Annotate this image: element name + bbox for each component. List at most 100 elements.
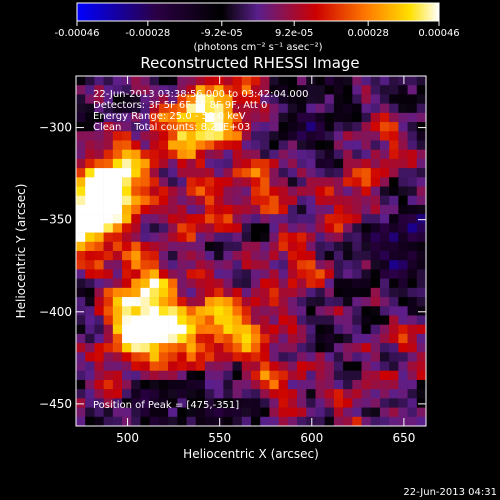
heatmap-cell [333,103,344,114]
heatmap-cell [251,306,261,316]
heatmap-cell [370,407,381,418]
chart-title: Reconstructed RHESSI Image [140,54,359,72]
heatmap-cell [287,407,298,418]
heatmap-cell [232,352,243,362]
heatmap-cell [260,389,270,399]
heatmap-cell [204,76,215,86]
heatmap-cell [407,306,418,316]
heatmap-cell [379,214,390,224]
heatmap-cell [223,416,233,427]
heatmap-cell [287,297,298,307]
heatmap-cell [76,131,86,141]
heatmap-cell [251,76,261,86]
heatmap-cell [379,389,390,399]
heatmap-cell [214,306,224,316]
heatmap-cell [158,76,169,86]
heatmap-cell [379,333,390,344]
heatmap-cell [204,177,215,187]
heatmap-cell [352,389,362,399]
heatmap-cell [122,324,132,335]
heatmap-cell [223,389,233,399]
heatmap-cell [214,297,224,307]
heatmap-cell [251,131,261,141]
heatmap-cell [232,112,243,123]
heatmap-cell [131,343,141,353]
heatmap-cell [398,204,408,215]
heatmap-cell [85,241,95,252]
heatmap-cell [232,204,243,215]
heatmap-cell [85,352,95,362]
heatmap-cell [260,315,270,325]
heatmap-cell [269,168,279,178]
heatmap-cell [131,122,141,132]
heatmap-cell [168,379,178,390]
x-tick-label: 500 [116,431,139,445]
heatmap-cell [370,389,381,399]
heatmap-cell [407,241,418,252]
heatmap-cell [370,306,381,316]
heatmap-cell [223,287,233,298]
heatmap-cell [324,278,335,289]
heatmap-cell [407,149,418,160]
heatmap-cell [131,195,141,206]
heatmap-cell [269,94,279,104]
heatmap-cell [112,177,123,187]
heatmap-cell [214,214,224,224]
heatmap-cell [352,122,362,132]
heatmap-cell [370,223,381,233]
heatmap-cell [214,94,224,104]
heatmap-cell [158,361,169,372]
heatmap-cell [232,158,243,169]
heatmap-cell [241,122,252,132]
heatmap-cell [416,76,427,86]
heatmap-cell [379,232,390,243]
heatmap-cell [149,260,160,270]
heatmap-cell [177,343,187,353]
heatmap-cell [241,315,252,325]
heatmap-cell [214,251,224,261]
heatmap-cell [287,76,298,86]
heatmap-cell [361,140,372,150]
heatmap-cell [361,333,372,344]
heatmap-cell [297,379,307,390]
heatmap-cell [122,85,132,95]
heatmap-cell [112,223,123,233]
heatmap-cell [251,149,261,160]
heatmap-cell [379,315,390,325]
heatmap-cell [352,287,362,298]
heatmap-cell [140,251,150,261]
heatmap-cell [186,186,197,197]
heatmap-cell [416,251,427,261]
heatmap-cell [324,149,335,160]
heatmap-cell [140,269,150,279]
heatmap-cell [223,370,233,381]
heatmap-cell [416,103,427,114]
heatmap-cell [269,214,279,224]
heatmap-cell [324,232,335,243]
heatmap-cell [232,195,243,206]
heatmap-cell [398,122,408,132]
heatmap-cell [204,269,215,279]
heatmap-cell [241,324,252,335]
heatmap-cell [389,324,399,335]
heatmap-cell [251,343,261,353]
heatmap-cell [195,343,206,353]
heatmap-cell [140,324,150,335]
heatmap-cell [204,94,215,104]
heatmap-cell [370,343,381,353]
heatmap-cell [223,306,233,316]
heatmap-cell [324,324,335,335]
heatmap-cell [278,407,289,418]
heatmap-cell [112,370,123,381]
heatmap-cell [168,269,178,279]
heatmap-cell [158,416,169,427]
heatmap-cell [122,76,132,86]
heatmap-cell [149,389,160,399]
heatmap-cell [333,416,344,427]
heatmap-cell [94,103,104,114]
heatmap-cell [214,324,224,335]
heatmap-cell [223,352,233,362]
heatmap-cell [85,223,95,233]
heatmap-cell [278,122,289,132]
heatmap-cell [232,260,243,270]
